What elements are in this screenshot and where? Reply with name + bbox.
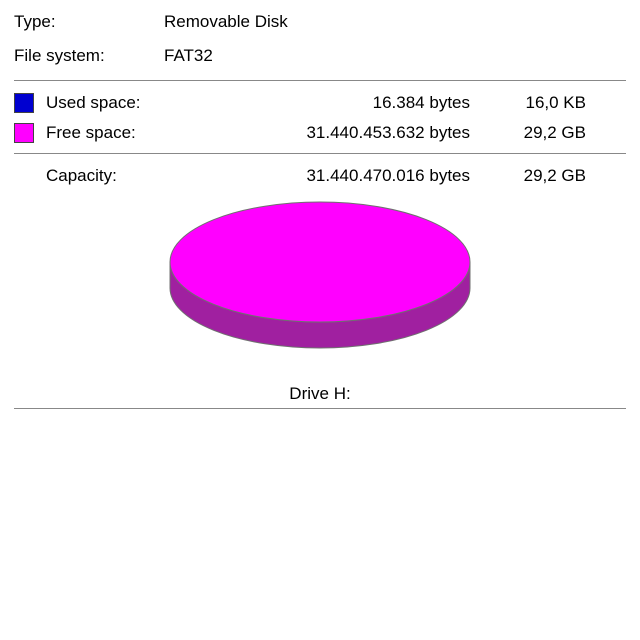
used-space-swatch	[14, 93, 34, 113]
capacity-bytes: 31.440.470.016 bytes	[206, 166, 476, 186]
disk-usage-pie-chart	[160, 196, 480, 356]
capacity-size: 29,2 GB	[476, 166, 586, 186]
drive-label: Drive H:	[289, 384, 350, 404]
type-label: Type:	[14, 12, 164, 32]
free-space-size: 29,2 GB	[476, 123, 586, 143]
type-value: Removable Disk	[164, 12, 626, 32]
capacity-label: Capacity:	[46, 166, 206, 186]
divider	[14, 408, 626, 409]
used-space-size: 16,0 KB	[476, 93, 586, 113]
free-space-label: Free space:	[46, 123, 206, 143]
free-space-swatch	[14, 123, 34, 143]
divider	[14, 153, 626, 154]
used-space-bytes: 16.384 bytes	[206, 93, 476, 113]
filesystem-value: FAT32	[164, 46, 626, 66]
free-space-bytes: 31.440.453.632 bytes	[206, 123, 476, 143]
used-space-label: Used space:	[46, 93, 206, 113]
filesystem-label: File system:	[14, 46, 164, 66]
divider	[14, 80, 626, 81]
